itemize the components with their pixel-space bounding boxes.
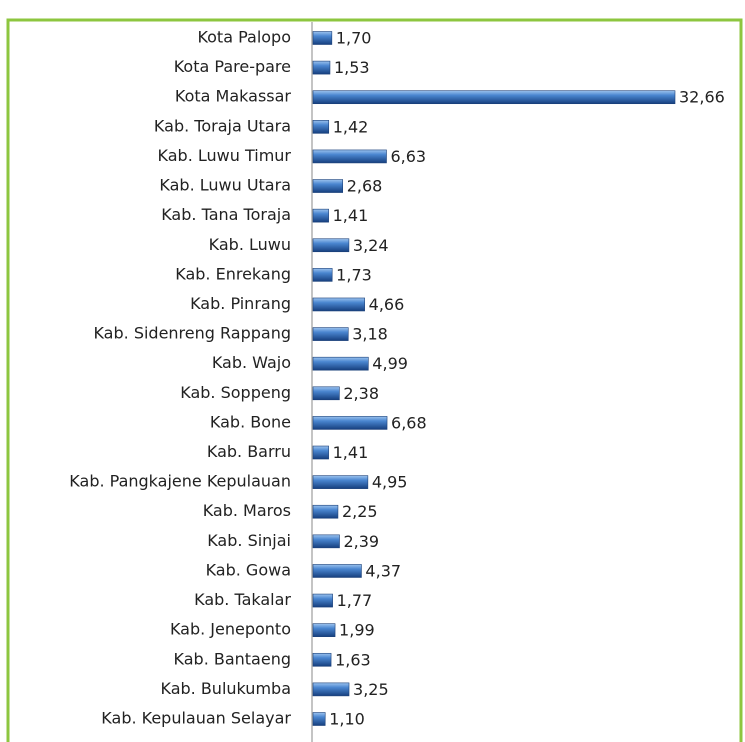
frame bbox=[6, 18, 743, 742]
bar bbox=[312, 534, 340, 549]
bar bbox=[312, 120, 330, 134]
bar bbox=[312, 238, 350, 253]
y-tick-label: Kab. Bone bbox=[210, 412, 291, 431]
data-label: 4,37 bbox=[365, 561, 401, 580]
data-label: 3,24 bbox=[353, 236, 389, 255]
data-label: 1,41 bbox=[333, 206, 369, 225]
bar bbox=[312, 386, 340, 401]
y-tick-label: Kab. Bulukumba bbox=[160, 679, 291, 698]
data-label: 1,99 bbox=[339, 621, 375, 640]
data-label: 1,53 bbox=[334, 58, 370, 77]
data-label: 1,10 bbox=[329, 710, 365, 729]
y-tick-label: Kab. Soppeng bbox=[180, 383, 291, 402]
y-tick-label: Kab. Luwu Timur bbox=[158, 146, 292, 165]
bar bbox=[312, 623, 336, 637]
y-tick-label: Kab. Kepulauan Selayar bbox=[101, 709, 291, 728]
data-label: 1,70 bbox=[336, 29, 372, 48]
data-label: 32,66 bbox=[679, 88, 725, 107]
bar bbox=[312, 208, 329, 223]
data-label: 1,77 bbox=[337, 591, 373, 610]
data-label: 6,68 bbox=[391, 413, 427, 432]
bar bbox=[312, 682, 350, 697]
bar bbox=[312, 712, 326, 726]
bar bbox=[312, 475, 369, 489]
data-label: 3,25 bbox=[353, 680, 389, 699]
bar bbox=[312, 60, 331, 75]
data-label: 2,68 bbox=[347, 177, 383, 196]
bar bbox=[312, 327, 349, 341]
data-label: 4,99 bbox=[372, 354, 408, 373]
bar bbox=[312, 416, 388, 430]
y-tick-label: Kab. Maros bbox=[203, 501, 291, 520]
data-label: 1,41 bbox=[333, 443, 369, 462]
data-label: 2,38 bbox=[343, 384, 379, 403]
y-tick-label: Kab. Barru bbox=[207, 442, 291, 461]
plot: Kota Palopo 1,70 Kota Pare-pare 1,53 Kota Ma… bbox=[69, 28, 725, 729]
data-label: 4,95 bbox=[372, 473, 408, 492]
y-tick-label: Kab. Takalar bbox=[194, 590, 291, 609]
y-tick-label: Kab. Bantaeng bbox=[174, 649, 291, 668]
y-tick-label: Kab. Jeneponto bbox=[170, 620, 291, 639]
y-tick-label: Kab. Luwu Utara bbox=[159, 176, 291, 195]
data-label: 1,42 bbox=[333, 117, 369, 136]
data-label: 1,63 bbox=[335, 650, 371, 669]
bar bbox=[312, 504, 339, 519]
y-tick-label: Kab. Sidenreng Rappang bbox=[93, 324, 291, 343]
y-tick-label: Kab. Sinjai bbox=[207, 531, 291, 550]
data-label: 4,66 bbox=[369, 295, 405, 314]
y-tick-label: Kab. Pinrang bbox=[190, 294, 291, 313]
bar bbox=[312, 31, 333, 45]
bar bbox=[312, 652, 332, 667]
bar bbox=[312, 564, 362, 578]
y-tick-label: Kab. Pangkajene Kepulauan bbox=[69, 472, 291, 491]
y-tick-label: Kab. Enrekang bbox=[175, 264, 291, 283]
y-tick-label: Kab. Tana Toraja bbox=[161, 205, 291, 224]
y-tick-label: Kota Makassar bbox=[175, 87, 292, 106]
data-label: 2,25 bbox=[342, 502, 378, 521]
bar bbox=[312, 445, 329, 460]
bar bbox=[312, 297, 365, 312]
data-label: 6,63 bbox=[390, 147, 426, 166]
bar bbox=[312, 356, 369, 371]
y-tick-label: Kota Palopo bbox=[197, 28, 291, 47]
bar bbox=[312, 90, 676, 105]
data-label: 2,39 bbox=[343, 532, 379, 551]
bar bbox=[312, 179, 344, 193]
y-tick-label: Kab. Gowa bbox=[206, 560, 291, 579]
bar bbox=[312, 593, 333, 608]
data-label: 3,18 bbox=[352, 325, 388, 344]
bar bbox=[312, 149, 387, 164]
y-tick-label: Kab. Wajo bbox=[212, 353, 291, 372]
y-tick-label: Kab. Luwu bbox=[209, 235, 291, 254]
bar bbox=[312, 268, 333, 282]
data-label: 1,73 bbox=[336, 265, 372, 284]
y-tick-label: Kota Pare-pare bbox=[174, 57, 291, 76]
y-tick-label: Kab. Toraja Utara bbox=[154, 116, 291, 135]
